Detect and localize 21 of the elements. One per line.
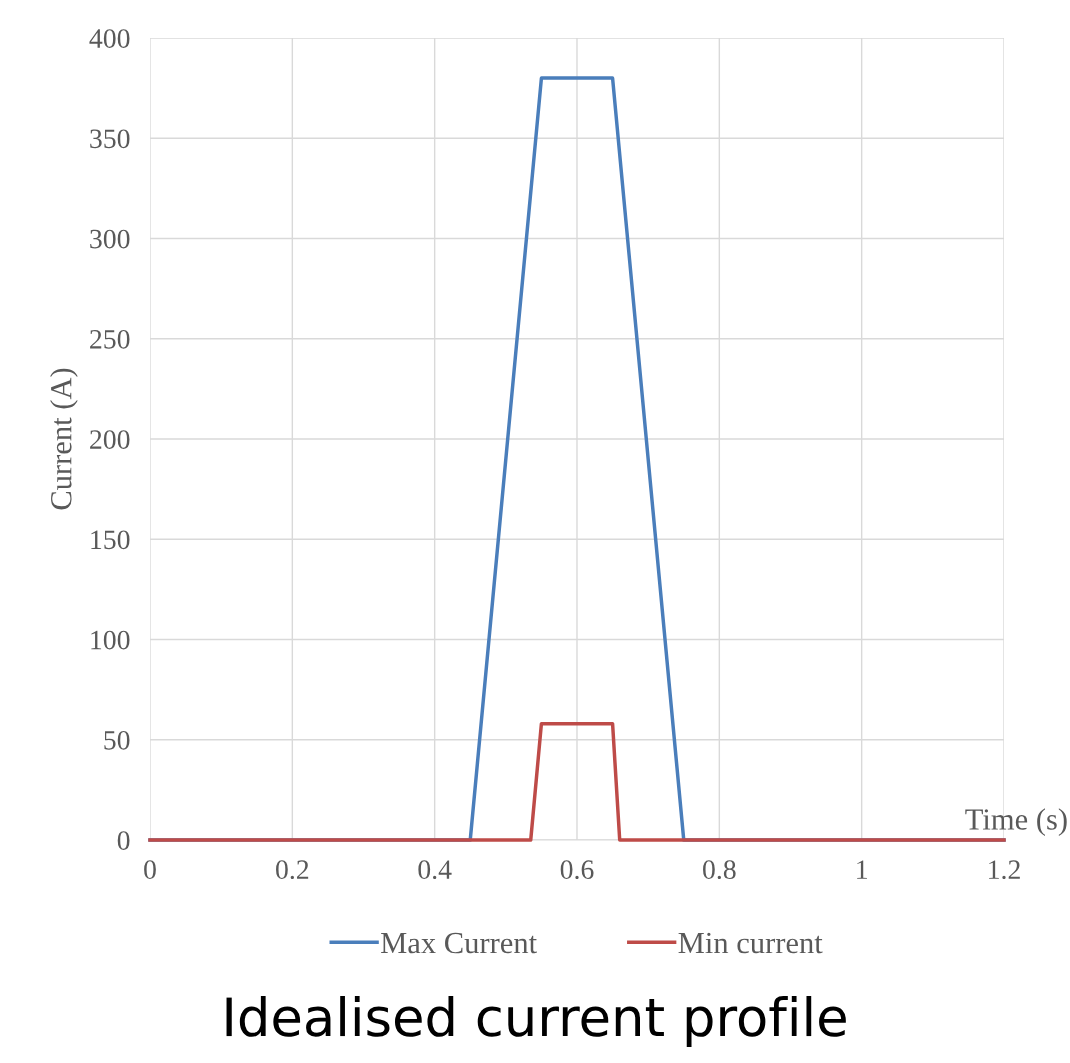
x-tick-label: 0.4 xyxy=(418,860,452,880)
y-tick-label: 150 xyxy=(91,530,130,550)
x-tick-label: 0.6 xyxy=(560,860,594,880)
y-tick-label: 300 xyxy=(90,229,130,249)
text: Idealised current profile xyxy=(226,995,846,1048)
y-tick-label: 250 xyxy=(90,329,130,349)
legend-label: Min current xyxy=(678,932,823,954)
y-tick-label: 200 xyxy=(90,430,130,449)
y-tick-label: 100 xyxy=(91,630,130,650)
y-tick-label: 400 xyxy=(89,29,130,48)
y-tick-label: 350 xyxy=(90,129,130,149)
y-tick-label: 50 xyxy=(104,730,130,750)
x-axis-title: Time (s) xyxy=(965,808,1067,836)
legend-label: Max Current xyxy=(381,932,537,954)
y-axis-title: Current (A) xyxy=(50,368,78,510)
x-tick-label: 0.8 xyxy=(703,860,736,880)
x-tick-label: 0.2 xyxy=(276,860,309,880)
x-tick-label: 1.2 xyxy=(989,860,1020,880)
y-tick-label: 0 xyxy=(117,831,130,850)
x-tick-label: 1 xyxy=(857,860,867,879)
x-tick-label: 0 xyxy=(144,860,156,879)
